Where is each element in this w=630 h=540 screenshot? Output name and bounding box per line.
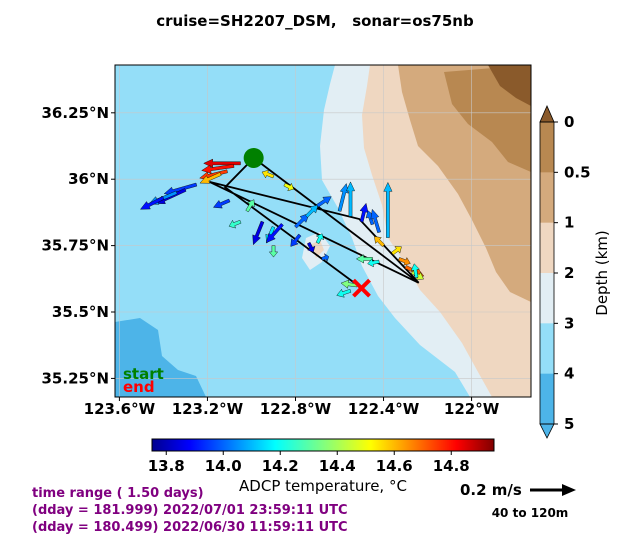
x-tick-label: 123.6°W xyxy=(84,400,156,418)
current-vector xyxy=(337,183,349,212)
time-range-text: time range ( 1.50 days) xyxy=(32,486,204,501)
abyssal-plain xyxy=(115,318,206,397)
start-time-text: (dday = 180.499) 2022/06/30 11:59:11 UTC xyxy=(32,520,348,535)
x-tick-label: 122.8°W xyxy=(260,400,332,418)
x-axis: 123.6°W 123.2°W 122.8°W 122.4°W 122°W xyxy=(84,397,500,418)
depth-colorbar-tick-label: 3 xyxy=(564,314,574,332)
start-end-markers xyxy=(243,147,371,298)
current-vector xyxy=(307,241,316,253)
current-vector xyxy=(359,202,369,223)
depth-colorbar-tick-label: 1 xyxy=(564,214,574,232)
map-frame xyxy=(114,64,532,398)
x-tick-label: 122.4°W xyxy=(348,400,420,418)
land-peak xyxy=(488,65,531,106)
depth-colorbar-tick-label: 5 xyxy=(564,415,574,433)
temperature-colorbar-tick-label: 14.2 xyxy=(262,457,299,475)
current-vector xyxy=(283,182,294,192)
current-vector xyxy=(261,169,275,179)
depth-colorbar-segment xyxy=(540,222,554,274)
x-tick-label: 122°W xyxy=(444,400,500,418)
current-vector xyxy=(199,172,222,184)
y-tick-label: 35.75°N xyxy=(42,237,110,255)
current-vector xyxy=(315,233,325,244)
legend-end: end xyxy=(123,378,155,396)
ship-track xyxy=(209,156,420,289)
current-vector xyxy=(265,223,284,244)
scale-arrow-label: 0.2 m/s xyxy=(460,481,522,499)
chart-title: cruise=SH2207_DSM, sonar=os75nb xyxy=(156,12,474,30)
current-vector xyxy=(410,263,420,278)
depth-colorbar-tick-label: 0.5 xyxy=(564,163,591,181)
current-vector xyxy=(290,233,302,247)
y-tick-label: 35.25°N xyxy=(42,369,110,387)
current-vector xyxy=(374,236,385,247)
y-tick-label: 36°N xyxy=(68,170,109,188)
current-vector xyxy=(370,208,381,234)
depth-colorbar: 0 0.5 1 2 3 4 5 xyxy=(539,105,591,439)
depth-colorbar-bottom-extension xyxy=(539,423,555,439)
grid-lines xyxy=(115,65,531,397)
y-tick-label: 35.5°N xyxy=(52,303,109,321)
current-vector xyxy=(398,257,411,266)
map-area xyxy=(115,65,531,397)
start-marker xyxy=(243,147,264,168)
temperature-colorbar-tick-label: 13.8 xyxy=(148,457,185,475)
depth-colorbar-segment xyxy=(540,323,554,375)
temperature-colorbar-ticks: 13.8 14.0 14.2 14.4 14.6 14.8 xyxy=(148,451,470,475)
depth-colorbar-tick-label: 2 xyxy=(564,264,574,282)
current-vector xyxy=(391,246,402,256)
end-time-text: (dday = 181.999) 2022/07/01 23:59:11 UTC xyxy=(32,503,348,518)
legend-start: start xyxy=(123,365,164,383)
current-vector xyxy=(345,181,356,217)
temperature-colorbar-tick-label: 14.4 xyxy=(319,457,356,475)
temperature-colorbar-label: ADCP temperature, °C xyxy=(239,477,407,495)
current-vector xyxy=(245,199,255,213)
current-vector xyxy=(228,219,242,229)
current-vector xyxy=(336,288,352,298)
depth-colorbar-top-extension xyxy=(539,105,555,123)
current-vector xyxy=(201,164,235,174)
depth-colorbar-tick-label: 0 xyxy=(564,113,574,131)
current-vector xyxy=(305,204,319,218)
scale-depth-range: 40 to 120m xyxy=(492,506,569,520)
depth-colorbar-segment xyxy=(540,273,554,324)
depth-colorbar-segment xyxy=(540,172,554,224)
temperature-colorbar xyxy=(151,438,495,452)
current-vectors xyxy=(139,158,425,298)
end-marker xyxy=(352,278,371,298)
current-vector xyxy=(367,258,380,268)
current-vector xyxy=(203,158,241,168)
depth-colorbar-segment xyxy=(540,122,554,173)
current-vector xyxy=(252,220,265,246)
current-vector xyxy=(213,198,231,209)
temperature-colorbar-tick-label: 14.6 xyxy=(376,457,413,475)
current-vector xyxy=(340,279,358,289)
current-vector xyxy=(316,196,332,208)
depth-colorbar-segment xyxy=(540,373,554,425)
depth-colorbar-tick-label: 4 xyxy=(564,365,574,383)
temperature-colorbar-tick-label: 14.8 xyxy=(433,457,470,475)
x-tick-label: 123.2°W xyxy=(172,400,244,418)
current-vector xyxy=(268,245,279,258)
scale-arrow xyxy=(530,484,576,496)
track-line xyxy=(209,156,420,289)
current-vector xyxy=(321,253,330,263)
y-axis: 35.25°N 35.5°N 35.75°N 36°N 36.25°N xyxy=(42,104,115,387)
y-tick-label: 36.25°N xyxy=(42,104,110,122)
current-vector xyxy=(383,181,393,238)
depth-colorbar-label: Depth (km) xyxy=(593,230,611,315)
current-vector xyxy=(139,196,165,210)
current-vector xyxy=(294,212,310,229)
temperature-colorbar-tick-label: 14.0 xyxy=(205,457,242,475)
